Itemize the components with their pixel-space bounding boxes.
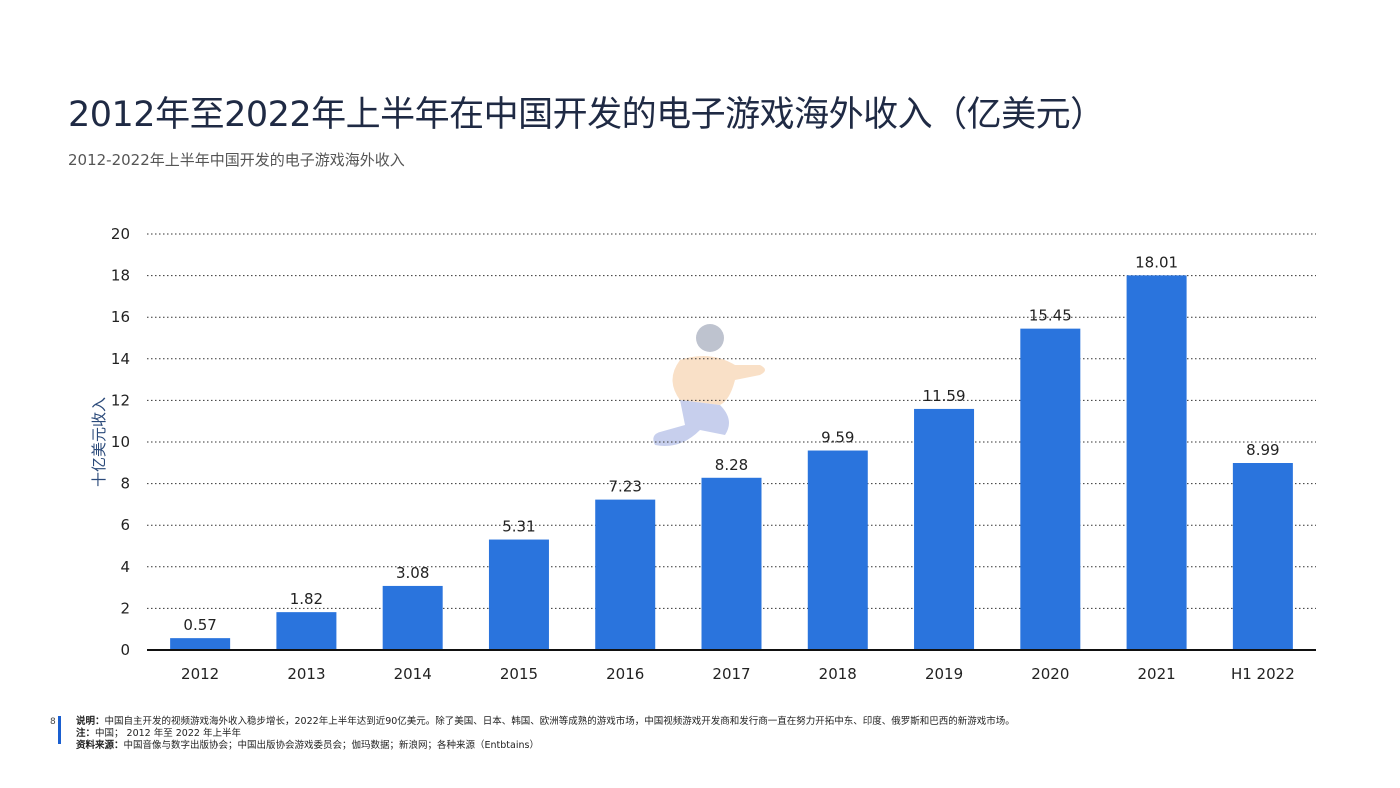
- page-title: 2012年至2022年上半年在中国开发的电子游戏海外收入（亿美元）: [68, 95, 1105, 135]
- data-label-2014: 3.08: [396, 564, 429, 582]
- data-label-2020: 15.45: [1029, 307, 1072, 325]
- running-person-illustration: [653, 324, 765, 446]
- x-tick-label-2015: 2015: [500, 665, 538, 683]
- data-label-2019: 11.59: [923, 387, 966, 405]
- x-tick-label-2012: 2012: [181, 665, 219, 683]
- remark-label: 注：: [76, 728, 96, 739]
- data-label-2013: 1.82: [290, 590, 323, 608]
- data-label-2018: 9.59: [821, 429, 854, 447]
- y-tick-labels: 0 2 4 6 8 10 12 14 16 18 20: [111, 225, 130, 659]
- x-tick-label-2014: 2014: [394, 665, 432, 683]
- data-label-2012: 0.57: [183, 616, 216, 634]
- bar-2021: [1126, 275, 1187, 650]
- bar-2015: [488, 539, 549, 650]
- x-tick-label-2017: 2017: [712, 665, 750, 683]
- bar-2016: [595, 499, 656, 650]
- remark-text: 中国； 2012 年至 2022 年上半年: [95, 728, 241, 739]
- source-text: 中国音像与数字出版协会；中国出版协会游戏委员会；伽玛数据；新浪网；各种来源（En…: [123, 740, 539, 751]
- bar-2019: [914, 408, 975, 650]
- data-label-2015: 5.31: [502, 518, 535, 536]
- x-tick-label-2021: 2021: [1137, 665, 1175, 683]
- bar-2018: [807, 450, 868, 650]
- y-tick-label-14: 14: [111, 350, 130, 368]
- footer-accent-bar: [58, 716, 61, 744]
- y-tick-label-16: 16: [111, 308, 130, 326]
- x-tick-label-2020: 2020: [1031, 665, 1069, 683]
- footer-notes: 8 说明：中国自主开发的视频游戏海外收入稳步增长，2022年上半年达到近90亿美…: [50, 716, 1015, 752]
- note-label: 说明：: [76, 716, 105, 727]
- y-tick-label-2: 2: [120, 599, 130, 617]
- data-label-H1-2022: 8.99: [1246, 441, 1279, 459]
- y-tick-label-18: 18: [111, 267, 130, 285]
- y-tick-label-10: 10: [111, 433, 130, 451]
- y-tick-label-12: 12: [111, 391, 130, 409]
- x-tick-label-2013: 2013: [287, 665, 325, 683]
- page-subtitle: 2012-2022年上半年中国开发的电子游戏海外收入: [68, 151, 405, 169]
- x-tick-label-2018: 2018: [819, 665, 857, 683]
- y-axis-title: 十亿美元收入: [90, 397, 108, 487]
- y-tick-label-0: 0: [120, 641, 130, 659]
- data-label-2017: 8.28: [715, 456, 748, 474]
- data-labels: 0.57 1.82 3.08 5.31 7.23 8.28 9.59 11.59 15.45 18…: [183, 253, 1279, 634]
- bar-2013: [276, 612, 337, 650]
- bar-2020: [1020, 328, 1081, 650]
- x-tick-label-2016: 2016: [606, 665, 644, 683]
- data-label-2021: 18.01: [1135, 253, 1178, 271]
- bar-2014: [382, 585, 443, 650]
- x-tick-label-H1-2022: H1 2022: [1231, 665, 1295, 683]
- y-tick-label-6: 6: [120, 516, 130, 534]
- data-label-2016: 7.23: [609, 478, 642, 496]
- bars: [170, 275, 1293, 650]
- x-tick-labels: 2012 2013 2014 2015 2016 2017 2018 2019 2020 2021…: [181, 665, 1295, 683]
- note-text: 中国自主开发的视频游戏海外收入稳步增长，2022年上半年达到近90亿美元。除了美…: [104, 716, 1015, 727]
- bar-2012: [170, 638, 231, 650]
- source-label: 资料来源：: [76, 740, 124, 751]
- y-tick-label-20: 20: [111, 225, 130, 243]
- y-tick-label-8: 8: [120, 475, 130, 493]
- page-number: 8: [50, 717, 56, 727]
- bar-2017: [701, 477, 762, 650]
- bar-H1-2022: [1232, 463, 1293, 650]
- x-tick-label-2019: 2019: [925, 665, 963, 683]
- y-tick-label-4: 4: [120, 558, 130, 576]
